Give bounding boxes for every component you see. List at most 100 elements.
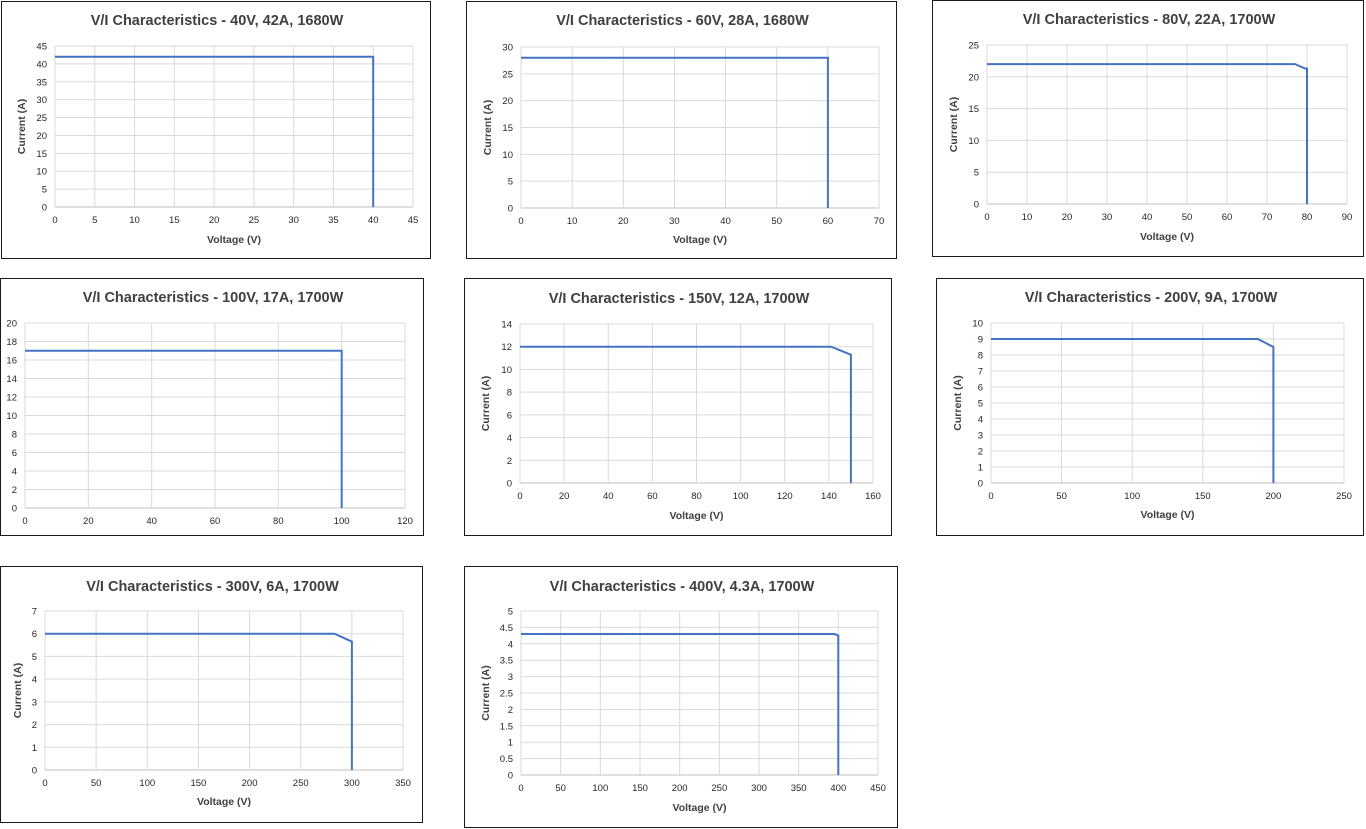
y-tick-label: 20 <box>6 319 17 330</box>
chart-svg: V/I Characteristics - 150V, 12A, 1700W 0 2… <box>480 291 881 522</box>
x-tick-label: 100 <box>733 491 749 502</box>
x-tick-label: 150 <box>632 783 648 794</box>
x-tick-label: 40 <box>368 215 379 226</box>
x-tick-label: 250 <box>293 778 309 789</box>
chart-title: V/I Characteristics - 150V, 12A, 1700W <box>549 291 810 307</box>
x-tick-label: 20 <box>209 215 220 226</box>
x-tick-label: 200 <box>1265 491 1281 502</box>
y-tick-label: 30 <box>502 43 513 54</box>
y-tick-label: 0 <box>12 504 17 515</box>
y-axis-title: Current (A) <box>952 375 964 430</box>
x-tick-label: 20 <box>559 491 570 502</box>
y-tick-label: 0 <box>42 203 47 214</box>
x-tick-label: 0 <box>988 491 993 502</box>
y-tick-label: 10 <box>501 365 512 376</box>
chart-svg: V/I Characteristics - 40V, 42A, 1680W 0 5 1… <box>16 13 418 246</box>
y-tick-label: 3 <box>508 672 513 683</box>
series-line <box>45 632 353 770</box>
y-tick-label: 20 <box>968 72 979 83</box>
y-tick-label: 14 <box>6 374 17 385</box>
chart-panel-2: V/I Characteristics - 60V, 28A, 1680W 0 5 1… <box>466 1 897 259</box>
y-tick-label: 0.5 <box>500 754 513 765</box>
x-tick-label: 100 <box>592 783 608 794</box>
chart-svg: V/I Characteristics - 60V, 28A, 1680W 0 5 1… <box>482 13 885 246</box>
y-tick-label: 5 <box>508 177 513 188</box>
x-tick-label: 10 <box>567 216 578 227</box>
x-tick-label: 400 <box>830 783 846 794</box>
y-tick-label: 18 <box>6 337 17 348</box>
y-axis-title: Current (A) <box>12 663 24 718</box>
y-tick-label: 4 <box>978 415 983 426</box>
chart-panel-5: V/I Characteristics - 150V, 12A, 1700W 0 2… <box>464 278 892 536</box>
x-tick-label: 0 <box>518 783 523 794</box>
x-axis-title: Voltage (V) <box>1140 509 1194 521</box>
y-tick-label: 10 <box>36 167 47 178</box>
x-tick-label: 250 <box>1336 491 1352 502</box>
y-tick-label: 16 <box>6 356 17 367</box>
y-tick-label: 5 <box>42 185 47 196</box>
x-tick-label: 60 <box>647 491 658 502</box>
y-tick-label: 1 <box>32 743 37 754</box>
y-tick-label: 1 <box>978 463 983 474</box>
y-tick-label: 6 <box>32 629 37 640</box>
y-tick-label: 4 <box>508 639 513 650</box>
y-tick-label: 5 <box>508 607 513 618</box>
x-axis-title: Voltage (V) <box>673 234 727 246</box>
y-tick-label: 2.5 <box>500 689 513 700</box>
x-tick-label: 40 <box>603 491 614 502</box>
x-tick-label: 300 <box>751 783 767 794</box>
chart-panel-1: V/I Characteristics - 40V, 42A, 1680W 0 5 1… <box>1 1 431 259</box>
x-tick-label: 140 <box>821 491 837 502</box>
x-tick-label: 20 <box>83 516 94 527</box>
series-line <box>25 349 343 508</box>
y-tick-label: 0 <box>974 200 979 211</box>
x-tick-label: 120 <box>397 516 413 527</box>
series-line <box>991 338 1275 483</box>
x-tick-label: 30 <box>669 216 680 227</box>
x-tick-label: 80 <box>1302 212 1313 223</box>
x-tick-label: 70 <box>874 216 885 227</box>
chart-svg: V/I Characteristics - 300V, 6A, 1700W 0 1 2… <box>12 579 411 808</box>
y-axis-title: Current (A) <box>16 99 28 154</box>
y-tick-label: 25 <box>36 113 47 124</box>
x-tick-label: 35 <box>328 215 339 226</box>
x-tick-label: 100 <box>139 778 155 789</box>
y-tick-label: 30 <box>36 95 47 106</box>
x-tick-label: 20 <box>618 216 629 227</box>
x-tick-label: 100 <box>1124 491 1140 502</box>
y-tick-label: 5 <box>32 652 37 663</box>
y-tick-label: 9 <box>978 335 983 346</box>
y-tick-label: 10 <box>502 150 513 161</box>
y-tick-label: 3.5 <box>500 656 513 667</box>
series-line <box>987 63 1308 204</box>
x-tick-label: 40 <box>720 216 731 227</box>
y-tick-label: 10 <box>968 136 979 147</box>
x-tick-label: 5 <box>92 215 97 226</box>
y-tick-label: 2 <box>508 705 513 716</box>
y-tick-label: 12 <box>6 393 17 404</box>
y-tick-label: 40 <box>36 59 47 70</box>
x-axis-title: Voltage (V) <box>197 796 251 808</box>
y-axis-title: Current (A) <box>482 100 494 155</box>
y-tick-label: 3 <box>978 431 983 442</box>
y-tick-label: 20 <box>502 96 513 107</box>
x-tick-label: 0 <box>42 778 47 789</box>
x-tick-label: 100 <box>334 516 350 527</box>
y-tick-label: 14 <box>501 320 512 331</box>
y-tick-label: 8 <box>978 351 983 362</box>
y-tick-label: 2 <box>12 485 17 496</box>
series-line <box>520 345 852 483</box>
chart-title: V/I Characteristics - 60V, 28A, 1680W <box>556 13 809 29</box>
chart-svg: V/I Characteristics - 80V, 22A, 1700W 0 5 1… <box>948 12 1352 243</box>
y-tick-label: 6 <box>507 410 512 421</box>
x-tick-label: 30 <box>1102 212 1113 223</box>
x-tick-label: 120 <box>777 491 793 502</box>
y-tick-label: 15 <box>968 104 979 115</box>
x-tick-label: 0 <box>517 491 522 502</box>
y-tick-label: 8 <box>12 430 17 441</box>
x-tick-label: 50 <box>91 778 102 789</box>
y-tick-label: 1 <box>508 738 513 749</box>
chart-panel-4: V/I Characteristics - 100V, 17A, 1700W 0 2… <box>0 278 424 536</box>
y-tick-label: 0 <box>32 766 37 777</box>
x-tick-label: 80 <box>273 516 284 527</box>
